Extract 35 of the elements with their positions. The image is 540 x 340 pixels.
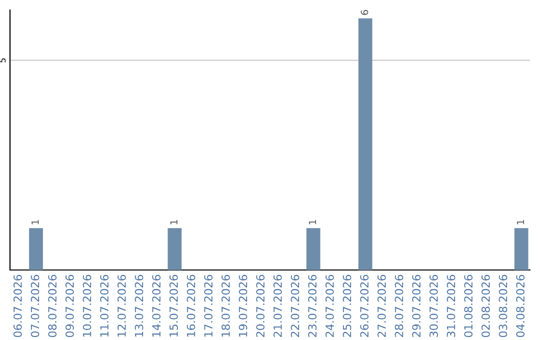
- x-tick-label: 19.07.2026: [238, 274, 248, 337]
- data-label: 1: [308, 220, 316, 224]
- data-label: 1: [32, 220, 39, 224]
- x-tick-label: 22.07.2026: [290, 274, 300, 337]
- x-tick-label: 15.07.2026: [169, 274, 178, 337]
- x-tick-label: 27.07.2026: [377, 274, 386, 337]
- x-tick-label: 08.07.2026: [48, 274, 57, 338]
- x-tick-label: 18.07.2026: [221, 274, 230, 337]
- x-tick-label: 11.07.2026: [100, 274, 109, 337]
- x-tick-label: 17.07.2026: [204, 274, 213, 337]
- x-tick-label: 10.07.2026: [82, 274, 92, 337]
- x-tick-label: 07.07.2026: [30, 274, 40, 338]
- x-tick-label: 09.07.2026: [65, 274, 74, 338]
- x-tick-label: 04.08.2026: [516, 274, 525, 338]
- x-tick-label: 06.07.2026: [13, 274, 22, 338]
- x-tick-label: 12.07.2026: [117, 274, 126, 337]
- x-tick-label: 03.08.2026: [498, 274, 508, 338]
- data-label: 1: [516, 220, 524, 224]
- data-label: 1: [170, 220, 178, 224]
- x-tick-label: 13.07.2026: [134, 274, 144, 337]
- x-tick-label: 28.07.2026: [394, 274, 404, 337]
- x-tick-label: 20.07.2026: [256, 274, 265, 337]
- x-tick-label: 30.07.2026: [429, 274, 438, 337]
- x-tick-label: 31.07.2026: [446, 274, 456, 337]
- x-tick-label: 25.07.2026: [342, 274, 352, 337]
- x-tick-label: 14.07.2026: [152, 274, 161, 337]
- x-tick-label: 26.07.2026: [360, 274, 369, 337]
- x-tick-label: 16.07.2026: [186, 274, 196, 337]
- data-label: 6: [360, 10, 368, 15]
- x-tick-label: 29.07.2026: [412, 274, 421, 337]
- x-tick-label: 02.08.2026: [481, 274, 490, 338]
- x-tick-label: 01.08.2026: [464, 274, 473, 338]
- x-tick-label: 23.07.2026: [308, 274, 317, 337]
- x-tick-label: 21.07.2026: [273, 274, 282, 337]
- x-tick-label: 24.07.2026: [325, 274, 334, 337]
